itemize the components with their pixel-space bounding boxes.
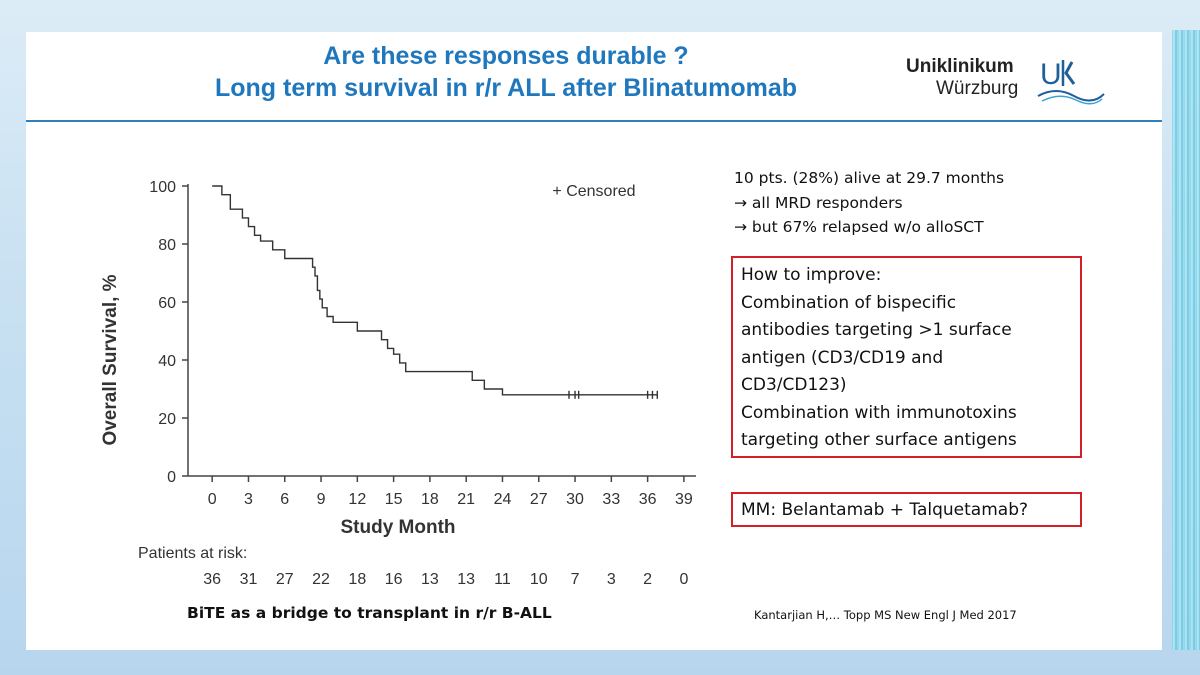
at-risk-count: 16 (385, 571, 403, 588)
at-risk-count: 7 (571, 571, 580, 588)
at-risk-count: 27 (276, 571, 294, 588)
uk-logo-icon: U (1037, 58, 1105, 105)
survival-step-line (212, 185, 658, 396)
x-tick-label: 15 (385, 491, 403, 508)
improve-line: Combination of bispecific (741, 292, 957, 313)
uniklinikum-logo: Uniklinikum Würzburg U (906, 52, 1106, 112)
logo-text-line-1: Uniklinikum (906, 56, 1014, 77)
mm-box: MM: Belantamab + Talquetamab? (731, 492, 1082, 527)
citation: Kantarjian H,… Topp MS New Engl J Med 20… (754, 608, 1017, 622)
chart-caption: BiTE as a bridge to transplant in r/r B-… (187, 604, 552, 622)
chart-legend: + Censored (552, 183, 635, 200)
svg-text:U: U (1040, 58, 1062, 91)
note-line: → all MRD responders (734, 193, 903, 212)
x-tick-label: 3 (244, 491, 253, 508)
y-tick-label: 20 (158, 411, 176, 428)
improve-line: Combination with immunotoxins (741, 402, 1017, 423)
at-risk-count: 2 (643, 571, 652, 588)
note-line: → but 67% relapsed w/o alloSCT (734, 218, 984, 236)
y-tick-label: 80 (158, 237, 176, 254)
patients-at-risk: 36 31 27 22 18 16 13 13 11 10 7 3 2 0 (203, 571, 688, 588)
x-tick-label: 33 (602, 491, 620, 508)
at-risk-count: 11 (494, 571, 511, 588)
improve-line: targeting other surface antigens (741, 430, 1017, 450)
x-tick-label: 21 (457, 491, 475, 508)
y-tick-label: 0 (167, 469, 176, 486)
survival-curve (212, 185, 658, 396)
x-tick-label: 6 (280, 491, 289, 508)
y-tick-label: 100 (149, 179, 176, 196)
censor-marks (568, 390, 658, 399)
chart-axes (187, 184, 696, 477)
background-decoration (1172, 30, 1200, 650)
x-axis-label: Study Month (340, 517, 455, 538)
at-risk-count: 18 (348, 571, 366, 588)
x-tick-label: 24 (494, 491, 512, 508)
title-divider (26, 120, 1162, 122)
logo-text-line-2: Würzburg (936, 78, 1019, 99)
x-tick-label: 18 (421, 491, 439, 508)
improve-line: antibodies targeting >1 surface (741, 320, 1012, 340)
improve-line: CD3/CD123) (741, 375, 847, 395)
x-tick-label: 30 (566, 491, 584, 508)
summary-notes: 10 pts. (28%) alive at 29.7 months → all… (734, 166, 1004, 240)
at-risk-count: 36 (203, 571, 221, 588)
slide-title: Are these responses durable ? Long term … (96, 40, 916, 104)
y-tick-label: 60 (158, 295, 176, 312)
x-tick-label: 9 (317, 491, 326, 508)
x-tick-label: 0 (208, 491, 217, 508)
slide: Are these responses durable ? Long term … (26, 32, 1162, 650)
improvement-box: How to improve: Combination of bispecifi… (731, 256, 1082, 458)
y-axis-label: Overall Survival, % (100, 274, 121, 445)
x-tick-label: 39 (675, 491, 693, 508)
title-line-2: Long term survival in r/r ALL after Blin… (214, 74, 798, 102)
at-risk-count: 13 (457, 571, 475, 588)
at-risk-count: 3 (607, 571, 616, 588)
x-tick-label: 27 (530, 491, 548, 508)
y-tick-label: 40 (158, 353, 176, 370)
at-risk-count: 0 (679, 571, 688, 588)
at-risk-count: 13 (421, 571, 439, 588)
at-risk-label: Patients at risk: (138, 545, 247, 562)
improve-line: How to improve: (741, 265, 882, 285)
at-risk-count: 10 (530, 571, 548, 588)
x-tick-label: 36 (639, 491, 657, 508)
at-risk-count: 31 (240, 571, 258, 588)
note-line: 10 pts. (28%) alive at 29.7 months (734, 169, 1005, 187)
title-line-1: Are these responses durable ? (323, 42, 689, 70)
x-tick-label: 12 (348, 491, 366, 508)
at-risk-count: 22 (312, 571, 330, 588)
improve-line: antigen (CD3/CD19 and (741, 347, 944, 368)
